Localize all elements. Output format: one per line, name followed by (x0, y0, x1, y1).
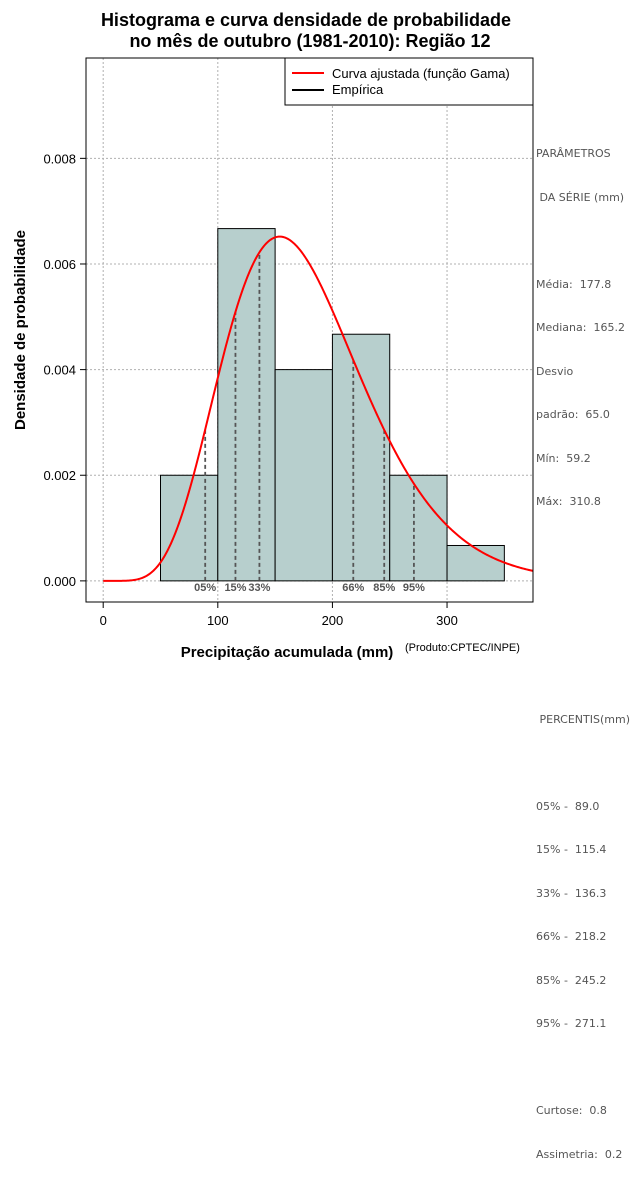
stat-p95: 95% - 271.1 (536, 1017, 607, 1030)
gamma-curve (103, 235, 533, 582)
params-header-2: DA SÉRIE (mm) (536, 190, 625, 204)
bar-3 (331, 333, 391, 582)
x-tick-label-2: 200 (322, 613, 344, 628)
stat-curtose: Curtose: 0.8 (536, 1104, 607, 1117)
bar-1 (217, 228, 276, 582)
chart-title-line1: Histograma e curva densidade de probabil… (101, 10, 511, 30)
percentile-label-1: 15% (224, 582, 246, 594)
product-credit: (Produto:CPTEC/INPE) (405, 642, 520, 654)
stat-desvio-1: Desvio (536, 364, 574, 378)
legend: Curva ajustada (função Gama) Empírica (284, 57, 534, 106)
x-tick-label-3: 300 (436, 613, 458, 628)
percentile-label-3: 66% (342, 582, 364, 594)
percentile-lines: 05% 15% 33% 66% 85% 95% (194, 252, 425, 594)
x-tick-label-0: 0 (100, 613, 107, 628)
x-tick-label-1: 100 (207, 613, 229, 628)
y-axis: 0.000 0.002 0.004 0.006 0.008 (43, 151, 86, 589)
percentile-label-0: 05% (194, 582, 216, 594)
y-tick-label-1: 0.002 (43, 468, 76, 483)
stat-assimetria: Assimetria: 0.2 (536, 1147, 623, 1161)
stat-media: Média: 177.8 (536, 277, 612, 291)
legend-label-empirical: Empírica (332, 82, 384, 97)
y-tick-label-4: 0.008 (43, 151, 76, 166)
y-tick-label-0: 0.000 (43, 574, 76, 589)
stat-mediana: Mediana: 165.2 (536, 321, 625, 334)
percentile-label-2: 33% (248, 582, 270, 594)
legend-box (284, 57, 534, 106)
statistics-panel: PARÂMETROS DA SÉRIE (mm) Média: 177.8 Me… (536, 118, 640, 1177)
x-axis-label: Precipitação acumulada (mm) (181, 644, 394, 660)
x-axis: 0 100 200 300 (100, 602, 458, 628)
bar-5 (446, 544, 505, 582)
legend-label-fitted: Curva ajustada (função Gama) (332, 66, 510, 81)
percentile-label-5: 95% (403, 582, 425, 594)
stat-p33: 33% - 136.3 (536, 886, 607, 900)
stat-p15: 15% - 115.4 (536, 843, 607, 856)
histogram-bars (160, 228, 505, 582)
stat-max: Máx: 310.8 (536, 495, 601, 508)
gamma-curve-layer (103, 235, 533, 582)
percentis-header: PERCENTIS(mm) (536, 712, 630, 726)
y-axis-label: Densidade de probabilidade (12, 230, 29, 430)
stat-desvio-2: padrão: 65.0 (536, 408, 610, 421)
percentile-label-4: 85% (373, 582, 395, 594)
y-tick-label-3: 0.006 (43, 257, 76, 272)
stat-min: Mín: 59.2 (536, 451, 591, 465)
params-header-1: PARÂMETROS (536, 147, 611, 160)
y-tick-label-2: 0.004 (43, 363, 76, 378)
histogram-chart: Histograma e curva densidade de probabil… (12, 10, 534, 660)
stat-p05: 05% - 89.0 (536, 799, 600, 813)
bar-4 (389, 474, 448, 582)
stat-p66: 66% - 218.2 (536, 930, 607, 943)
chart-title-line2: no mês de outubro (1981-2010): Região 12 (129, 31, 490, 51)
bar-2 (274, 369, 333, 582)
stat-p85: 85% - 245.2 (536, 973, 607, 987)
